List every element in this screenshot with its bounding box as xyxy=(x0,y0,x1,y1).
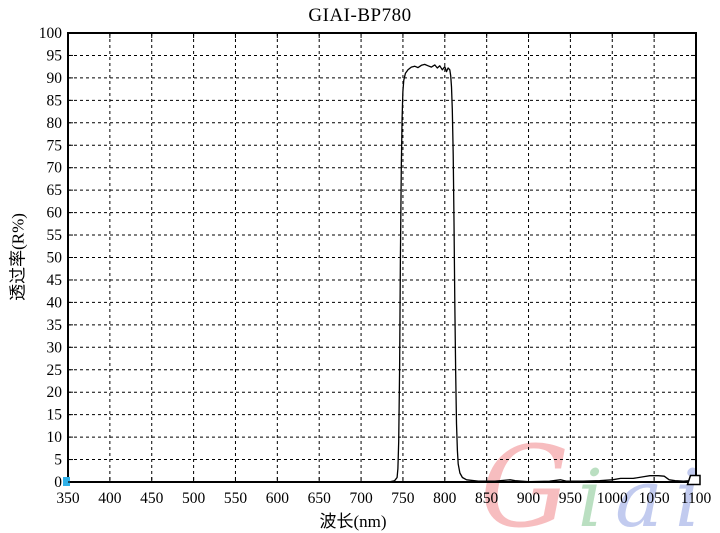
y-tick-label: 0 xyxy=(54,474,62,491)
watermark-letter: G xyxy=(480,423,569,533)
y-tick-label: 25 xyxy=(47,362,63,379)
y-tick-label: 100 xyxy=(39,25,63,42)
y-tick-label: 50 xyxy=(47,250,63,267)
y-tick-label: 45 xyxy=(47,272,63,289)
y-tick-label: 75 xyxy=(47,137,63,154)
x-axis-label: 波长(nm) xyxy=(319,512,387,531)
y-tick-label: 35 xyxy=(47,317,63,334)
y-tick-label: 90 xyxy=(47,70,63,87)
y-tick-label: 70 xyxy=(47,160,63,177)
x-tick-label: 450 xyxy=(140,490,164,507)
x-tick-label: 1000 xyxy=(597,490,628,507)
x-tick-label: 500 xyxy=(182,490,206,507)
y-tick-label: 80 xyxy=(47,115,63,132)
x-tick-label: 650 xyxy=(308,490,332,507)
y-tick-label: 5 xyxy=(54,452,62,469)
x-tick-label: 700 xyxy=(349,490,373,507)
x-tick-label: 1100 xyxy=(681,490,712,507)
y-tick-label: 40 xyxy=(47,294,63,311)
x-tick-label: 1050 xyxy=(639,490,670,507)
gridlines xyxy=(68,33,696,482)
tick-labels: 350 400 450 500 550 600 650 700 750 800 850 900 950 1… xyxy=(39,25,712,507)
y-tick-label: 15 xyxy=(47,407,63,424)
y-tick-label: 30 xyxy=(47,339,63,356)
watermark-letter: a xyxy=(615,452,663,533)
y-tick-label: 95 xyxy=(47,47,63,64)
x-tick-label: 550 xyxy=(224,490,248,507)
y-tick-label: 85 xyxy=(47,92,63,109)
transmission-curve xyxy=(68,63,697,483)
y-tick-label: 10 xyxy=(47,429,63,446)
x-tick-label: 850 xyxy=(475,490,499,507)
y-tick-label: 20 xyxy=(47,384,63,401)
chart-title: GIAI-BP780 xyxy=(308,5,412,26)
x-tick-label: 600 xyxy=(266,490,290,507)
x-tick-label: 750 xyxy=(391,490,415,507)
x-tick-label: 900 xyxy=(517,490,541,507)
x-tick-label: 350 xyxy=(56,490,80,507)
y-axis-label: 透过率(R%) xyxy=(8,213,28,301)
left-edge-mark xyxy=(63,477,70,486)
x-tick-label: 800 xyxy=(433,490,457,507)
y-tick-label: 65 xyxy=(47,182,63,199)
y-tick-label: 60 xyxy=(47,205,63,222)
y-tick-label: 55 xyxy=(47,227,63,244)
watermark-letter: i xyxy=(577,452,603,533)
x-tick-label: 950 xyxy=(559,490,583,507)
corner-handle xyxy=(686,474,701,486)
x-tick-label: 400 xyxy=(98,490,122,507)
